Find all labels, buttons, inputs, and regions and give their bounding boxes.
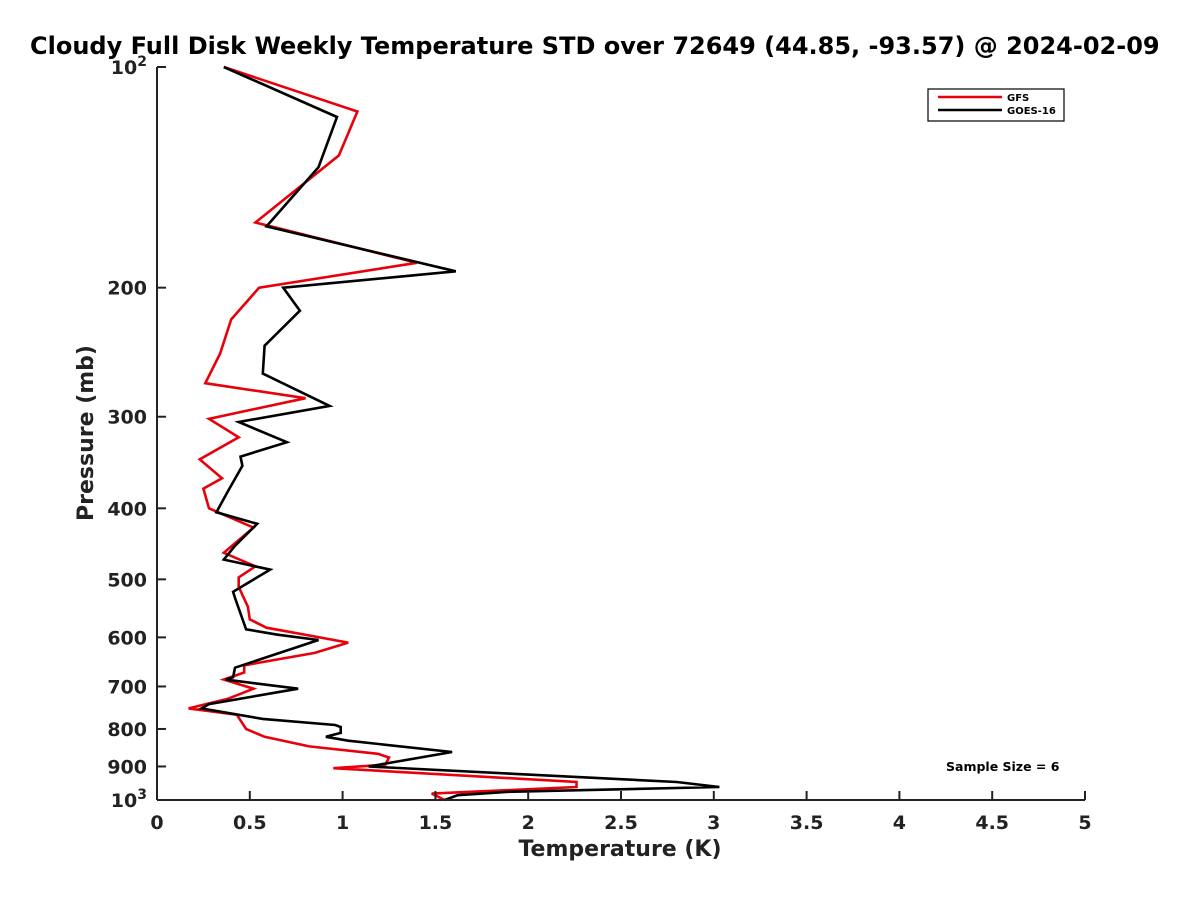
series-line-goes16 bbox=[197, 65, 720, 802]
chart-title: Cloudy Full Disk Weekly Temperature STD … bbox=[30, 32, 1160, 60]
sample-size-annotation: Sample Size = 6 bbox=[946, 759, 1060, 774]
y-tick-label: 700 bbox=[107, 676, 147, 698]
x-tick-label: 3.5 bbox=[790, 812, 824, 834]
x-tick-label: 1.5 bbox=[419, 812, 453, 834]
x-tick-label: 1 bbox=[336, 812, 349, 834]
x-tick-label: 4 bbox=[893, 812, 906, 834]
y-tick-label: 900 bbox=[107, 756, 147, 778]
y-axis-ticks: 102 200 300 400 500 600 700 800 900 103 bbox=[107, 54, 166, 812]
legend-box bbox=[927, 88, 1065, 122]
x-tick-label: 2.5 bbox=[604, 812, 638, 834]
y-tick-label: 200 bbox=[107, 278, 147, 300]
x-tick-label: 3 bbox=[707, 812, 720, 834]
y-tick-label: 800 bbox=[107, 719, 147, 741]
x-tick-label: 4.5 bbox=[975, 812, 1009, 834]
legend-label-goes16: GOES-16 bbox=[1007, 106, 1056, 117]
x-tick-label: 0.5 bbox=[233, 812, 267, 834]
y-tick-label: 300 bbox=[107, 407, 147, 429]
legend-label-gfs: GFS bbox=[1007, 93, 1029, 104]
y-axis-label: Pressure (mb) bbox=[74, 345, 99, 521]
series-line-gfs bbox=[188, 65, 578, 802]
y-tick-label: 400 bbox=[107, 498, 147, 520]
legend: GFS GOES-16 bbox=[927, 88, 1065, 122]
x-tick-label: 5 bbox=[1078, 812, 1091, 834]
y-tick-label: 103 bbox=[111, 787, 147, 812]
y-tick-label: 600 bbox=[107, 627, 147, 649]
x-axis-label: Temperature (K) bbox=[518, 837, 721, 862]
y-tick-label: 102 bbox=[111, 54, 147, 79]
x-tick-label: 2 bbox=[522, 812, 535, 834]
x-axis-ticks: 0 0.5 1 1.5 2 2.5 3 3.5 4 4.5 5 bbox=[150, 791, 1092, 834]
x-tick-label: 0 bbox=[150, 812, 163, 834]
plot-area bbox=[188, 65, 720, 802]
y-tick-label: 500 bbox=[107, 569, 147, 591]
